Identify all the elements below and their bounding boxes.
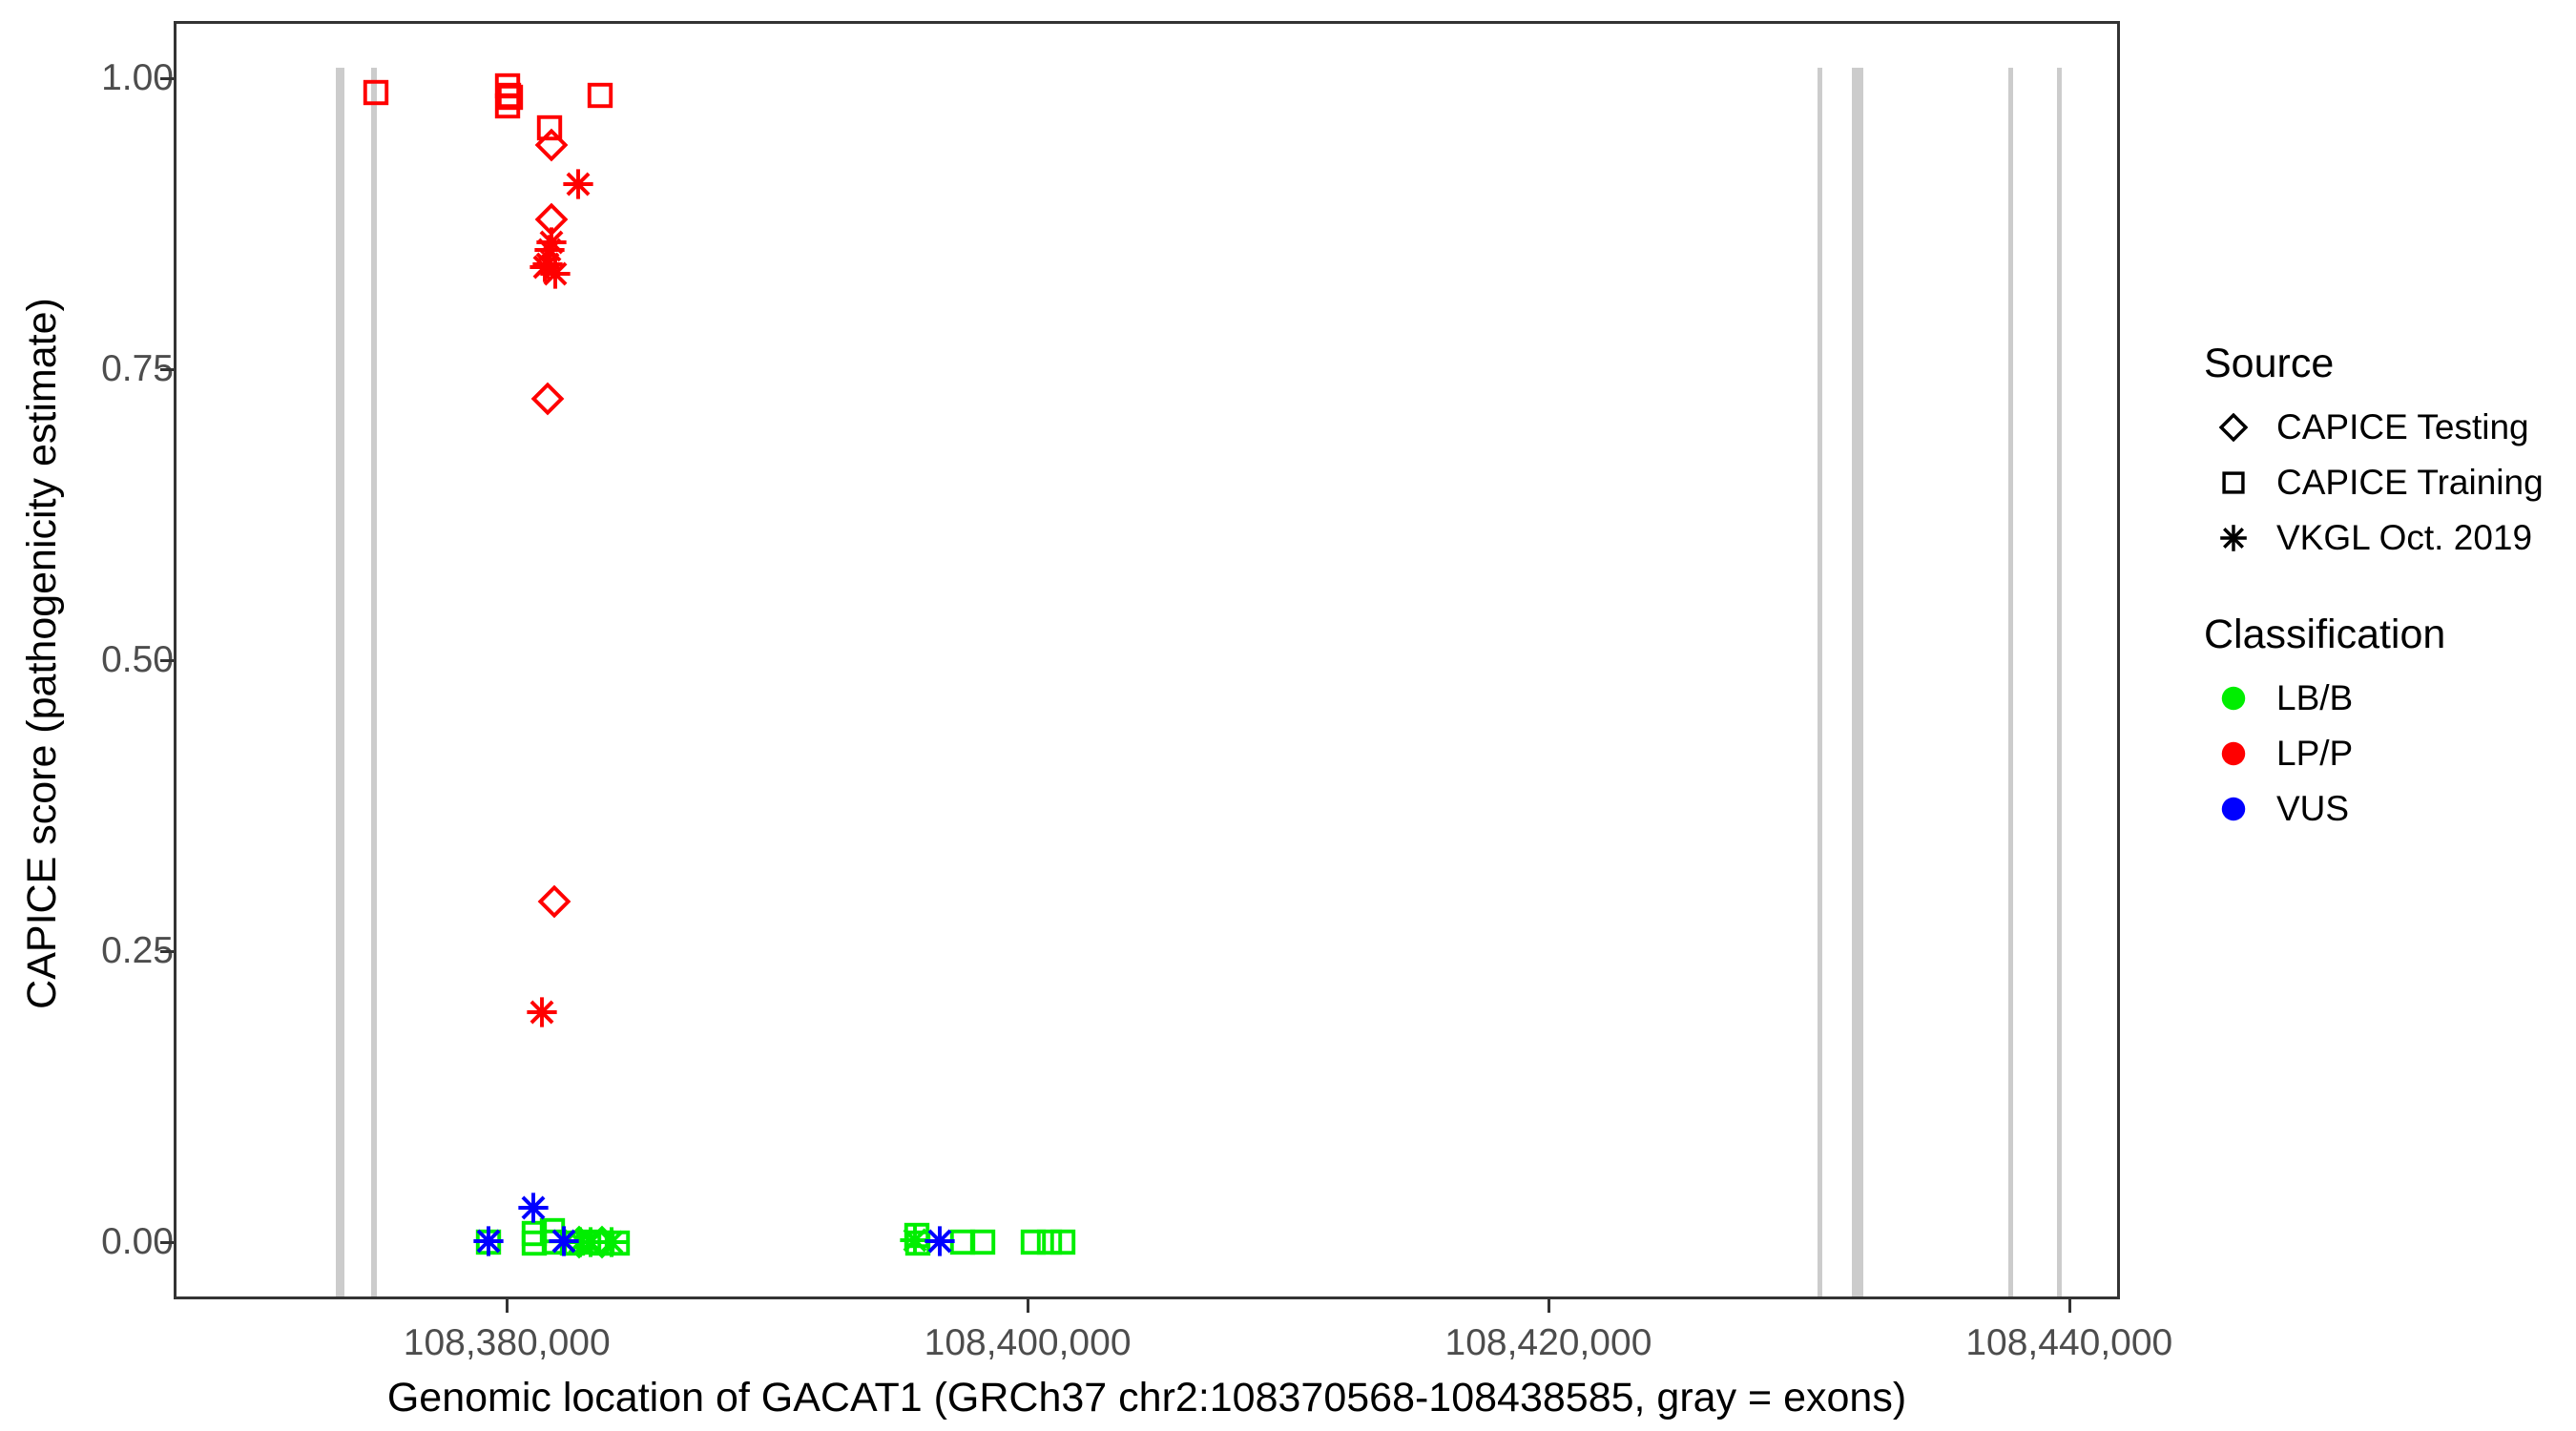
legend-item[interactable]: VUS bbox=[2204, 781, 2566, 837]
data-point bbox=[902, 1227, 934, 1259]
y-tick-mark bbox=[160, 949, 174, 953]
y-tick-mark bbox=[160, 1240, 174, 1244]
legend-item-label: VKGL Oct. 2019 bbox=[2276, 518, 2533, 557]
data-point bbox=[536, 1214, 569, 1247]
data-point bbox=[946, 1226, 979, 1258]
legend: Source CAPICE Testing CAPICE Training VKGL … bbox=[2204, 339, 2566, 881]
data-point bbox=[1017, 1226, 1049, 1258]
diamond-icon bbox=[2204, 400, 2263, 455]
legend-item[interactable]: CAPICE Training bbox=[2204, 455, 2566, 510]
legend-group: Source CAPICE Testing CAPICE Training VKGL … bbox=[2204, 339, 2566, 566]
x-tick-label: 108,420,000 bbox=[1444, 1322, 1652, 1363]
data-point bbox=[899, 1224, 931, 1256]
exon-line bbox=[371, 68, 378, 1296]
y-tick-mark bbox=[160, 77, 174, 81]
data-point bbox=[517, 1192, 550, 1224]
data-point bbox=[574, 1226, 607, 1258]
plot-panel bbox=[174, 21, 2120, 1299]
data-point bbox=[531, 248, 564, 280]
data-point bbox=[556, 1227, 589, 1259]
data-point bbox=[901, 1219, 933, 1252]
x-tick-mark bbox=[506, 1299, 509, 1313]
legend-group: Classification LB/B LP/P VUS bbox=[2204, 610, 2566, 837]
data-point bbox=[530, 382, 565, 416]
data-point bbox=[586, 1227, 618, 1259]
asterisk-icon bbox=[2204, 510, 2263, 566]
data-point bbox=[924, 1225, 956, 1257]
data-point bbox=[494, 81, 527, 114]
legend-item-label: LB/B bbox=[2276, 678, 2354, 717]
x-tick-label: 108,400,000 bbox=[924, 1322, 1132, 1363]
data-point bbox=[562, 168, 594, 200]
data-point bbox=[572, 1226, 605, 1258]
data-point bbox=[535, 128, 569, 162]
circle-icon bbox=[2204, 781, 2263, 837]
x-axis-title: Genomic location of GACAT1 (GRCh37 chr2:… bbox=[386, 1375, 1907, 1421]
data-point bbox=[548, 1225, 580, 1257]
data-point bbox=[533, 234, 566, 266]
x-tick-mark bbox=[2067, 1299, 2071, 1313]
circle-icon bbox=[2204, 671, 2263, 726]
square-icon bbox=[2204, 455, 2263, 510]
data-point bbox=[564, 1226, 596, 1258]
legend-item[interactable]: VKGL Oct. 2019 bbox=[2204, 510, 2566, 566]
data-point bbox=[529, 251, 561, 283]
data-point bbox=[562, 1225, 596, 1259]
x-tick-label: 108,380,000 bbox=[403, 1322, 611, 1363]
data-point bbox=[538, 1226, 571, 1258]
data-point bbox=[537, 884, 571, 919]
exon-line bbox=[1817, 68, 1822, 1296]
y-tick-label: 0.50 bbox=[101, 639, 174, 680]
y-tick-mark bbox=[160, 659, 174, 662]
data-point bbox=[595, 1226, 628, 1258]
legend-title: Classification bbox=[2204, 612, 2446, 657]
y-tick-label: 0.25 bbox=[101, 929, 174, 971]
data-point bbox=[491, 90, 524, 122]
legend-item[interactable]: LB/B bbox=[2204, 671, 2566, 726]
data-point bbox=[518, 1217, 551, 1250]
legend-item-label: VUS bbox=[2276, 789, 2350, 828]
data-point bbox=[535, 226, 568, 259]
x-tick-label: 108,440,000 bbox=[1965, 1322, 2173, 1363]
exon-line bbox=[2056, 68, 2062, 1296]
circle-icon bbox=[2204, 726, 2263, 781]
y-tick-label: 0.75 bbox=[101, 348, 174, 390]
data-point bbox=[533, 112, 566, 144]
data-point bbox=[518, 1227, 551, 1259]
legend-item-label: LP/P bbox=[2276, 734, 2354, 773]
data-point bbox=[492, 79, 525, 112]
y-tick-label: 1.00 bbox=[101, 57, 174, 99]
exon-line bbox=[1851, 68, 1863, 1296]
data-point bbox=[966, 1226, 999, 1258]
data-point bbox=[472, 1225, 505, 1257]
data-point bbox=[1033, 1226, 1066, 1258]
exon-line bbox=[335, 68, 344, 1296]
data-point bbox=[1047, 1226, 1079, 1258]
data-point bbox=[472, 1226, 505, 1258]
legend-item[interactable]: CAPICE Testing bbox=[2204, 400, 2566, 455]
x-tick-mark bbox=[1027, 1299, 1030, 1313]
legend-item-label: CAPICE Testing bbox=[2276, 407, 2529, 446]
x-tick-mark bbox=[1547, 1299, 1550, 1313]
y-tick-label: 0.00 bbox=[101, 1220, 174, 1262]
legend-item-label: CAPICE Training bbox=[2276, 463, 2544, 502]
data-point bbox=[491, 70, 524, 102]
y-tick-mark bbox=[160, 368, 174, 372]
legend-item[interactable]: LP/P bbox=[2204, 726, 2566, 781]
data-point bbox=[601, 1227, 634, 1259]
exon-line bbox=[2008, 68, 2014, 1296]
data-point bbox=[584, 79, 616, 112]
legend-title: Source bbox=[2204, 341, 2335, 386]
data-point bbox=[539, 258, 571, 290]
data-point bbox=[586, 1225, 619, 1259]
data-point bbox=[534, 203, 569, 237]
data-point bbox=[526, 996, 558, 1028]
